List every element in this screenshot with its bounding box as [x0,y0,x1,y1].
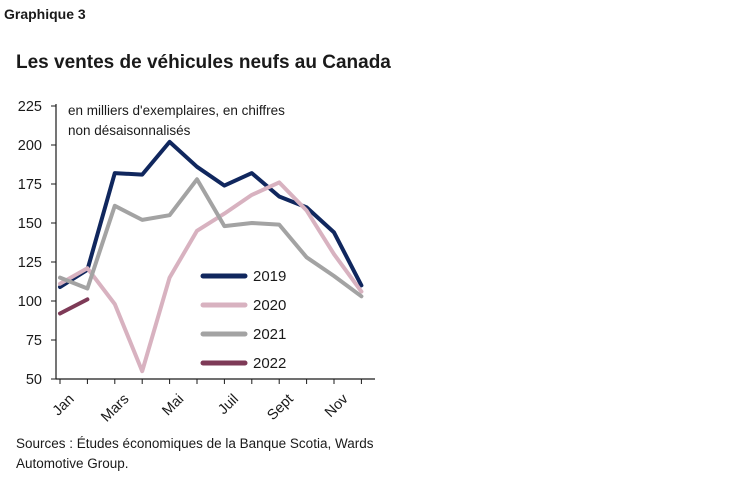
x-tick-label: Mars [98,391,132,425]
y-tick-label: 225 [18,99,42,115]
x-tick-label: Sept [264,391,296,423]
y-tick-label: 125 [18,255,42,271]
x-tick-label: Mai [159,391,187,419]
x-tick-label: Juil [215,391,242,418]
x-tick-label: Nov [322,391,352,421]
series-line-2022 [58,297,90,316]
chart-series [58,139,364,374]
y-tick-label: 200 [18,138,42,154]
legend-label-2021: 2021 [253,326,286,343]
x-tick-label: Jan [50,391,78,419]
legend-label-2022: 2022 [253,355,286,372]
y-tick-label: 175 [18,177,42,193]
y-tick-label: 150 [18,216,42,232]
y-tick-label: 75 [26,333,42,349]
legend-label-2019: 2019 [253,268,286,285]
y-tick-label: 50 [26,372,42,388]
chart-legend: 2019 2020 2021 2022 [200,268,286,372]
series-line-2019 [58,139,364,289]
series-line-2020 [58,180,364,374]
chart-title: Les ventes de véhicules neufs au Canada [16,52,391,73]
y-tick-label: 100 [18,294,42,310]
sources-note: Sources : Études économiques de la Banqu… [16,436,374,471]
series-line-2021 [58,177,364,299]
chart-axes: 50 75 100 125 150 175 200 225 Jan Mars Mai Juil Sept… [18,99,375,425]
figure-label: Graphique 3 [4,6,86,22]
legend-label-2020: 2020 [253,297,286,314]
units-note: en milliers d'exemplaires, en chiffres n… [68,103,285,138]
